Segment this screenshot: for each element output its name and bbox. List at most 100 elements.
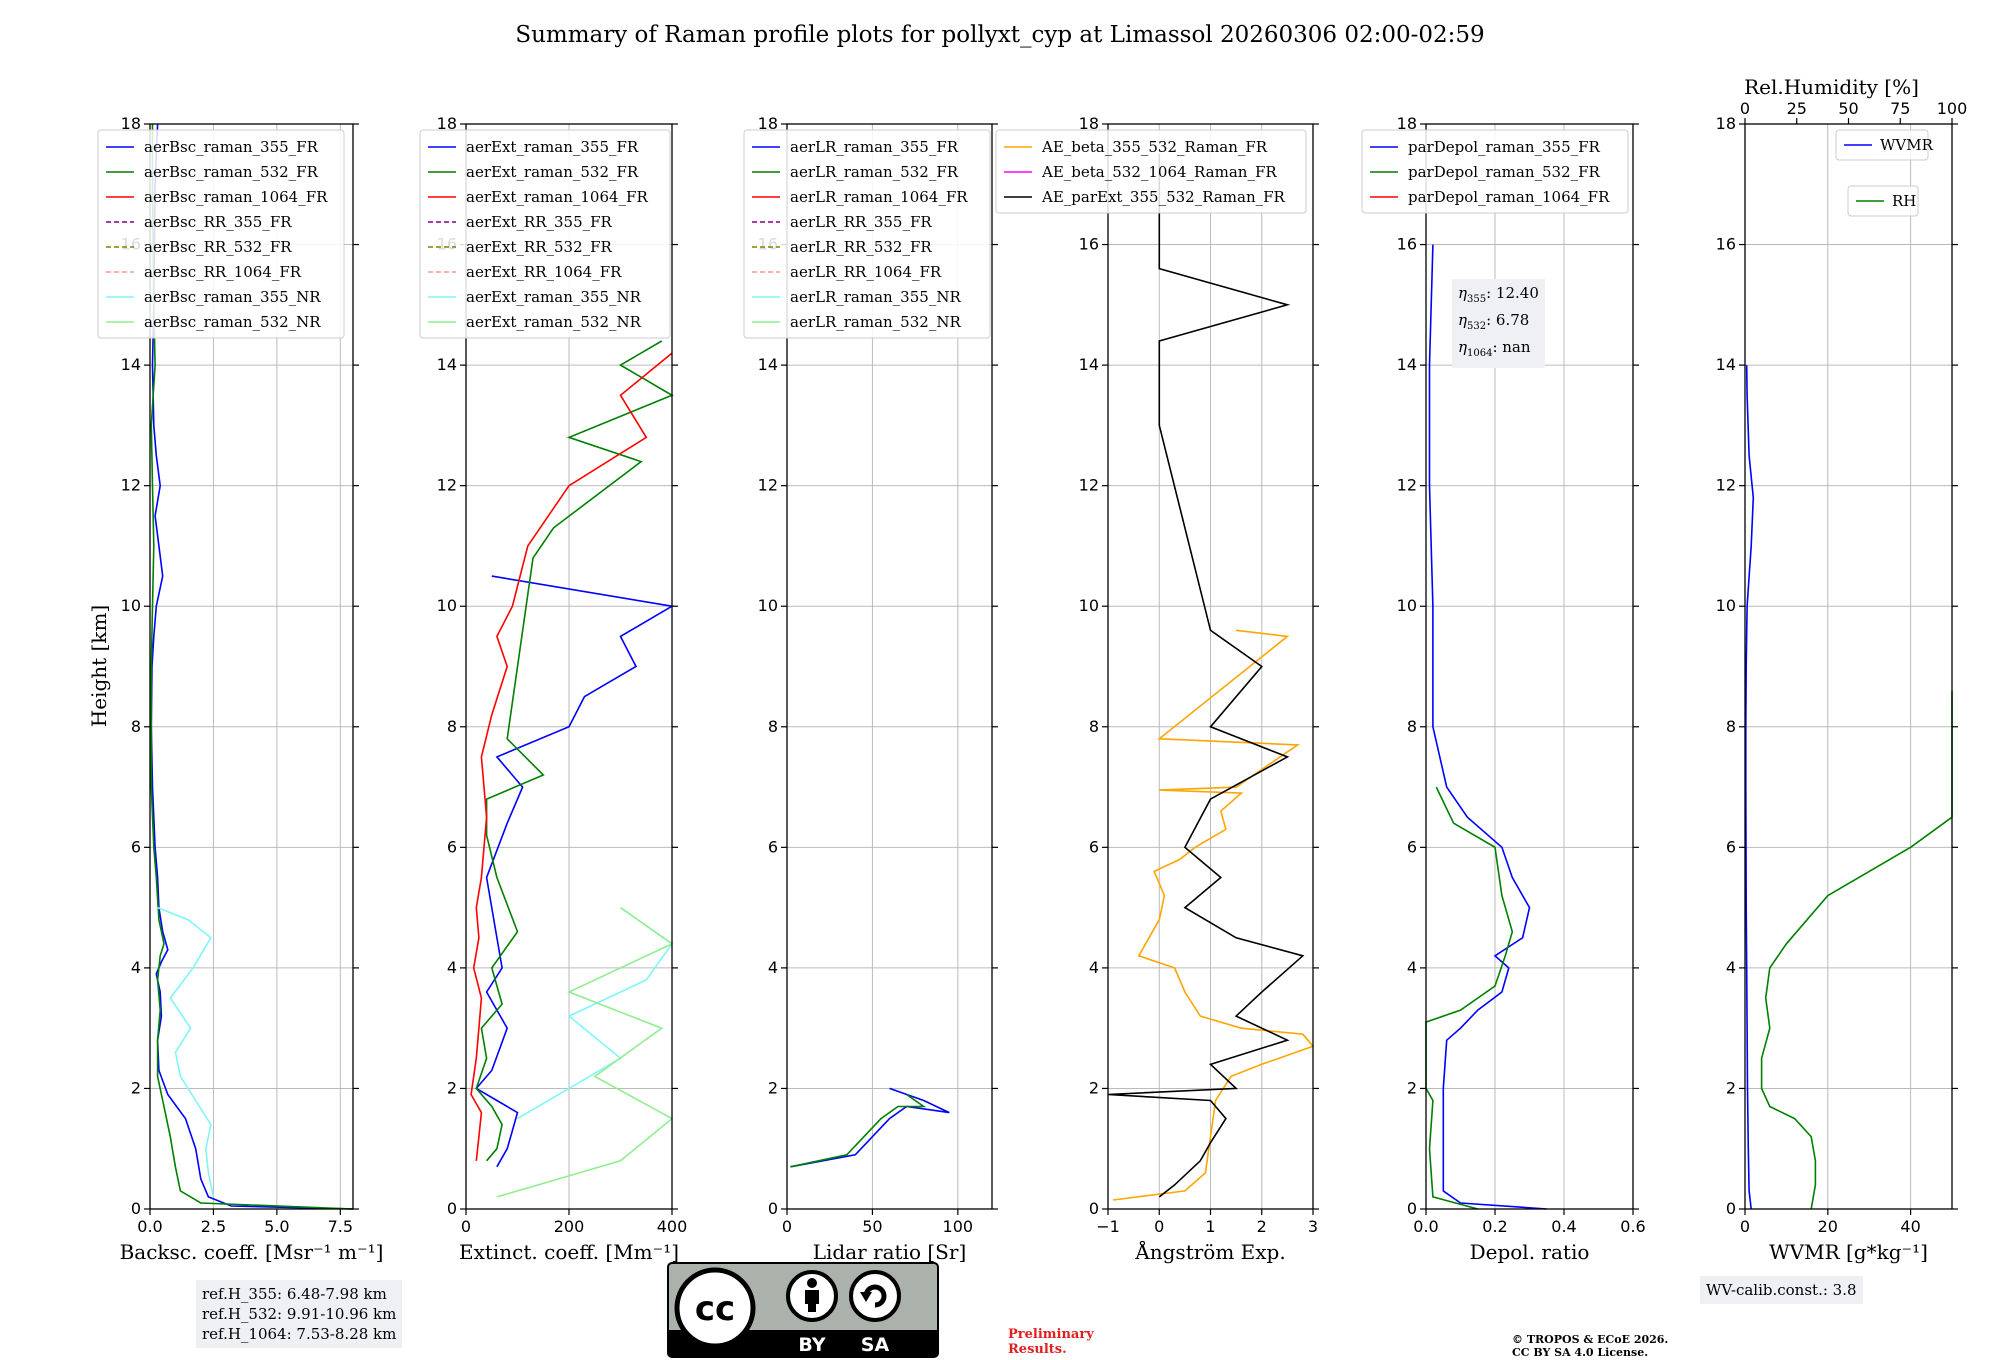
- x-tick-label-2: 0.4: [1551, 1217, 1576, 1236]
- reference-height-box: ref.H_355: 6.48-7.98 km ref.H_532: 9.91-…: [196, 1280, 403, 1348]
- y-tick-label-6: 12: [1716, 476, 1736, 495]
- legend-box: [97, 129, 345, 339]
- legend: AE_beta_355_532_Raman_FR AE_beta_532_1064…: [995, 129, 1307, 214]
- axes-frame: [149, 123, 354, 1210]
- legend-label-0: aerLR_raman_355_FR: [790, 138, 959, 156]
- y-tick-label-3: 6: [1089, 837, 1099, 856]
- top-tick-label-1: 25: [1787, 99, 1807, 118]
- x-tick-label-3: 0.6: [1620, 1217, 1645, 1236]
- y-tick-label-2: 4: [447, 958, 457, 977]
- cc-logo-text: cc: [695, 1289, 735, 1329]
- legend-label-3: aerExt_RR_355_FR: [466, 213, 613, 231]
- series-aerExt_raman_532_NR: [496, 906, 674, 1198]
- panel-backscatter: 0.02.55.07.5024681012141618Backsc. coeff…: [97, 114, 383, 1264]
- x-tick-label-0: −1: [1096, 1217, 1120, 1236]
- y-tick-label-5: 10: [758, 596, 778, 615]
- y-tick-label-9: 18: [121, 114, 141, 133]
- legend-label-6: aerExt_raman_355_NR: [466, 288, 642, 306]
- wv-calibration-constant: WV-calib.const.: 3.8: [1706, 1281, 1857, 1299]
- legend-label-5: aerBsc_RR_1064_FR: [144, 263, 302, 281]
- axes-frame: [1744, 123, 1953, 1210]
- axes-frame: [786, 123, 993, 1210]
- y-tick-label-5: 10: [437, 596, 457, 615]
- series-aerExt_raman_355_NR: [517, 906, 674, 1120]
- series-AE_beta_355_532_Raman_FR: [1112, 629, 1315, 1201]
- x-axis-label: Lidar ratio [Sr]: [813, 1240, 967, 1264]
- legend-label-5: aerLR_RR_1064_FR: [790, 263, 942, 281]
- y-tick-label-3: 6: [1407, 837, 1417, 856]
- share-alike-icon: [849, 1270, 901, 1322]
- legend-label-7: aerLR_raman_532_NR: [790, 313, 961, 331]
- x-tick-label-2: 400: [657, 1217, 688, 1236]
- x-tick-label-3: 7.5: [328, 1217, 353, 1236]
- cc-by-label: BY: [798, 1334, 825, 1356]
- series-WVMR: [1745, 365, 1755, 1210]
- y-tick-label-9: 18: [1716, 114, 1736, 133]
- legend-label-4: aerLR_RR_532_FR: [790, 238, 932, 256]
- y-tick-label-6: 12: [437, 476, 457, 495]
- series-aerBsc_raman_532_FR: [150, 124, 354, 1210]
- y-tick-label-9: 18: [1079, 114, 1099, 133]
- series-aerExt_raman_532_FR: [475, 340, 674, 1162]
- y-tick-label-2: 4: [131, 958, 141, 977]
- y-tick-label-1: 2: [1089, 1078, 1099, 1097]
- attribution-icon: [786, 1270, 838, 1322]
- axes-frame: [1425, 123, 1634, 1210]
- y-tick-label-7: 14: [121, 355, 141, 374]
- y-tick-label-8: 16: [1716, 235, 1736, 254]
- panel-lidar_ratio: 050100024681012141618Lidar ratio [Sr]aer…: [743, 114, 998, 1264]
- y-tick-label-3: 6: [768, 837, 778, 856]
- y-tick-label-5: 10: [121, 596, 141, 615]
- legend-label-2: aerLR_raman_1064_FR: [790, 188, 968, 206]
- y-tick-label-0: 0: [447, 1199, 457, 1218]
- x-tick-label-2: 100: [943, 1217, 974, 1236]
- y-tick-label-8: 16: [1397, 235, 1417, 254]
- legend-label-1: parDepol_raman_532_FR: [1408, 163, 1601, 181]
- eta-1064: η1064: nan: [1458, 338, 1531, 359]
- legend-label-2: parDepol_raman_1064_FR: [1408, 188, 1610, 206]
- legend: aerLR_raman_355_FR aerLR_raman_532_FR aerL…: [743, 129, 991, 339]
- y-tick-label-2: 4: [1726, 958, 1736, 977]
- top-tick-label-4: 100: [1937, 99, 1968, 118]
- y-tick-label-4: 8: [1726, 717, 1736, 736]
- y-tick-label-4: 8: [1407, 717, 1417, 736]
- y-tick-label-6: 12: [1079, 476, 1099, 495]
- legend-label-2: aerExt_raman_1064_FR: [466, 188, 648, 206]
- legend-label-0: aerBsc_raman_355_FR: [144, 138, 319, 156]
- legend-label-7: aerBsc_raman_532_NR: [144, 313, 321, 331]
- y-tick-label-1: 2: [768, 1078, 778, 1097]
- x-tick-label-1: 0: [1154, 1217, 1164, 1236]
- preliminary-note: Preliminary Results.: [1008, 1327, 1094, 1357]
- y-tick-label-4: 8: [447, 717, 457, 736]
- y-tick-label-6: 12: [121, 476, 141, 495]
- legend-label-1: aerLR_raman_532_FR: [790, 163, 959, 181]
- x-tick-label-0: 0: [461, 1217, 471, 1236]
- y-tick-label-7: 14: [758, 355, 778, 374]
- ref-height-355: ref.H_355: 6.48-7.98 km: [202, 1285, 387, 1303]
- x-tick-label-0: 0: [782, 1217, 792, 1236]
- series-parDepol_raman_355_FR: [1428, 244, 1547, 1210]
- legend-label-0: aerExt_raman_355_FR: [466, 138, 639, 156]
- y-tick-label-7: 14: [437, 355, 457, 374]
- y-tick-label-5: 10: [1716, 596, 1736, 615]
- x-axis-label: Extinct. coeff. [Mm⁻¹]: [459, 1240, 679, 1264]
- x-tick-label-2: 1: [1205, 1217, 1215, 1236]
- y-tick-label-7: 14: [1079, 355, 1099, 374]
- cc-logo-icon: cc: [674, 1267, 756, 1349]
- y-tick-label-7: 14: [1716, 355, 1736, 374]
- y-tick-label-1: 2: [1726, 1078, 1736, 1097]
- x-tick-label-0: 0: [1740, 1217, 1750, 1236]
- legend-label-2: AE_parExt_355_532_Raman_FR: [1041, 188, 1286, 206]
- y-axis-label: Height [km]: [87, 605, 111, 727]
- legend-label-0: parDepol_raman_355_FR: [1408, 138, 1601, 156]
- y-tick-label-9: 18: [758, 114, 778, 133]
- y-tick-label-5: 10: [1397, 596, 1417, 615]
- legend-box: [1361, 129, 1629, 214]
- ref-height-532: ref.H_532: 9.91-10.96 km: [202, 1305, 397, 1323]
- cc-by-sa-badge: cc BY SA: [667, 1262, 939, 1358]
- panel-extinction: 0200400024681012141618Extinct. coeff. [M…: [419, 114, 688, 1264]
- x-tick-label-1: 200: [554, 1217, 585, 1236]
- series-aerExt_raman_355_FR: [475, 575, 675, 1168]
- series-aerBsc_raman_355_NR: [157, 906, 215, 1198]
